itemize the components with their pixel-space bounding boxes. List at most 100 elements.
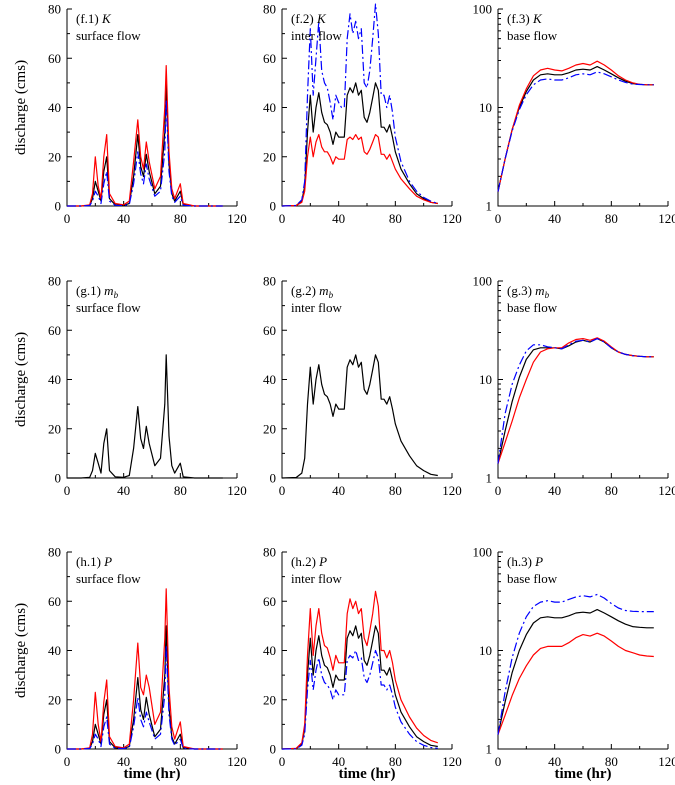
x-tick-label: 80 <box>605 483 618 498</box>
y-tick-label: 100 <box>473 545 493 560</box>
panel-subtitle: surface flow <box>76 28 141 43</box>
series-line <box>67 99 223 207</box>
x-tick-label: 0 <box>279 211 286 226</box>
x-tick-label: 0 <box>279 754 286 769</box>
y-tick-label: 0 <box>55 742 62 757</box>
x-tick-label: 120 <box>227 483 247 498</box>
x-tick-label: 0 <box>495 754 502 769</box>
y-axis-label: discharge (cms) <box>13 603 29 698</box>
series-line <box>67 625 223 750</box>
series-line <box>67 354 223 479</box>
series-line <box>281 82 438 207</box>
x-tick-label: 120 <box>227 211 247 226</box>
x-axis-label: time (hr) <box>123 766 180 782</box>
series-line <box>281 3 438 207</box>
x-tick-label: 40 <box>332 211 345 226</box>
y-tick-label: 20 <box>48 149 61 164</box>
series-line <box>281 134 438 207</box>
panel-subtitle: surface flow <box>76 300 141 315</box>
x-tick-label: 80 <box>389 211 402 226</box>
y-tick-label: 40 <box>48 372 61 387</box>
x-tick-label: 80 <box>389 754 402 769</box>
y-tick-label: 1 <box>486 742 493 757</box>
series-line <box>497 338 654 464</box>
x-tick-label: 0 <box>495 211 502 226</box>
x-tick-label: 0 <box>279 483 286 498</box>
y-tick-label: 80 <box>263 274 276 289</box>
y-axis-label: discharge (cms) <box>13 60 29 155</box>
x-tick-label: 40 <box>332 754 345 769</box>
panel-title: (h.1) P <box>76 554 112 569</box>
y-tick-label: 100 <box>473 274 493 289</box>
x-axis-label: time (hr) <box>554 766 611 782</box>
y-tick-label: 20 <box>48 421 61 436</box>
x-tick-label: 40 <box>117 483 130 498</box>
y-tick-label: 1 <box>486 199 493 214</box>
series-line <box>281 354 438 479</box>
y-axis-label: discharge (cms) <box>13 332 29 427</box>
y-tick-label: 1 <box>486 471 493 486</box>
panel-subtitle: surface flow <box>76 571 141 586</box>
x-tick-label: 0 <box>495 483 502 498</box>
y-tick-label: 60 <box>48 323 61 338</box>
series-line <box>497 60 654 192</box>
x-tick-label: 0 <box>64 483 71 498</box>
x-tick-label: 120 <box>442 483 462 498</box>
series-line <box>67 588 223 750</box>
y-tick-label: 40 <box>263 372 276 387</box>
y-tick-label: 60 <box>263 51 276 66</box>
y-tick-label: 60 <box>48 594 61 609</box>
y-tick-label: 10 <box>479 372 492 387</box>
x-tick-label: 120 <box>658 211 675 226</box>
panel-h1: 0 40 80 120 0 20 40 60 80 (h.1) P surface flow <box>48 545 247 770</box>
x-tick-label: 80 <box>605 754 618 769</box>
y-tick-label: 20 <box>263 692 276 707</box>
x-tick-label: 0 <box>64 211 71 226</box>
x-tick-label: 40 <box>117 211 130 226</box>
panel-title: (h.3) P <box>507 554 543 569</box>
y-tick-label: 0 <box>55 471 62 486</box>
y-tick-label: 100 <box>473 2 493 17</box>
x-tick-label: 80 <box>174 211 187 226</box>
x-tick-label: 40 <box>548 754 561 769</box>
panel-subtitle: base flow <box>507 300 558 315</box>
panel-title: (f.2) K <box>291 11 327 26</box>
y-tick-label: 80 <box>263 545 276 560</box>
x-axis-label: time (hr) <box>338 766 395 782</box>
panel-f2: 0 40 80 120 0 20 40 60 80 (f.2) K inter flow <box>263 2 462 227</box>
series-line <box>497 66 654 192</box>
x-tick-label: 40 <box>548 211 561 226</box>
y-tick-label: 80 <box>263 2 276 17</box>
y-tick-label: 80 <box>48 545 61 560</box>
x-tick-label: 80 <box>174 754 187 769</box>
series-line <box>497 593 654 735</box>
y-tick-label: 20 <box>48 692 61 707</box>
y-tick-label: 10 <box>479 100 492 115</box>
x-tick-label: 120 <box>658 483 675 498</box>
y-tick-label: 20 <box>263 421 276 436</box>
y-tick-label: 40 <box>48 100 61 115</box>
x-tick-label: 0 <box>64 754 71 769</box>
y-tick-label: 0 <box>55 199 62 214</box>
series-line <box>281 649 438 750</box>
y-tick-label: 60 <box>48 51 61 66</box>
y-tick-label: 80 <box>48 2 61 17</box>
x-tick-label: 120 <box>442 754 462 769</box>
x-tick-label: 80 <box>174 483 187 498</box>
y-tick-label: 20 <box>263 149 276 164</box>
x-tick-label: 40 <box>548 483 561 498</box>
series-line <box>67 645 223 750</box>
x-tick-label: 40 <box>117 754 130 769</box>
series-line <box>67 65 223 207</box>
panel-title: (g.2) mb <box>291 283 334 300</box>
series-line <box>281 625 438 750</box>
series-line <box>497 338 654 464</box>
y-tick-label: 60 <box>263 594 276 609</box>
x-tick-label: 120 <box>227 754 247 769</box>
